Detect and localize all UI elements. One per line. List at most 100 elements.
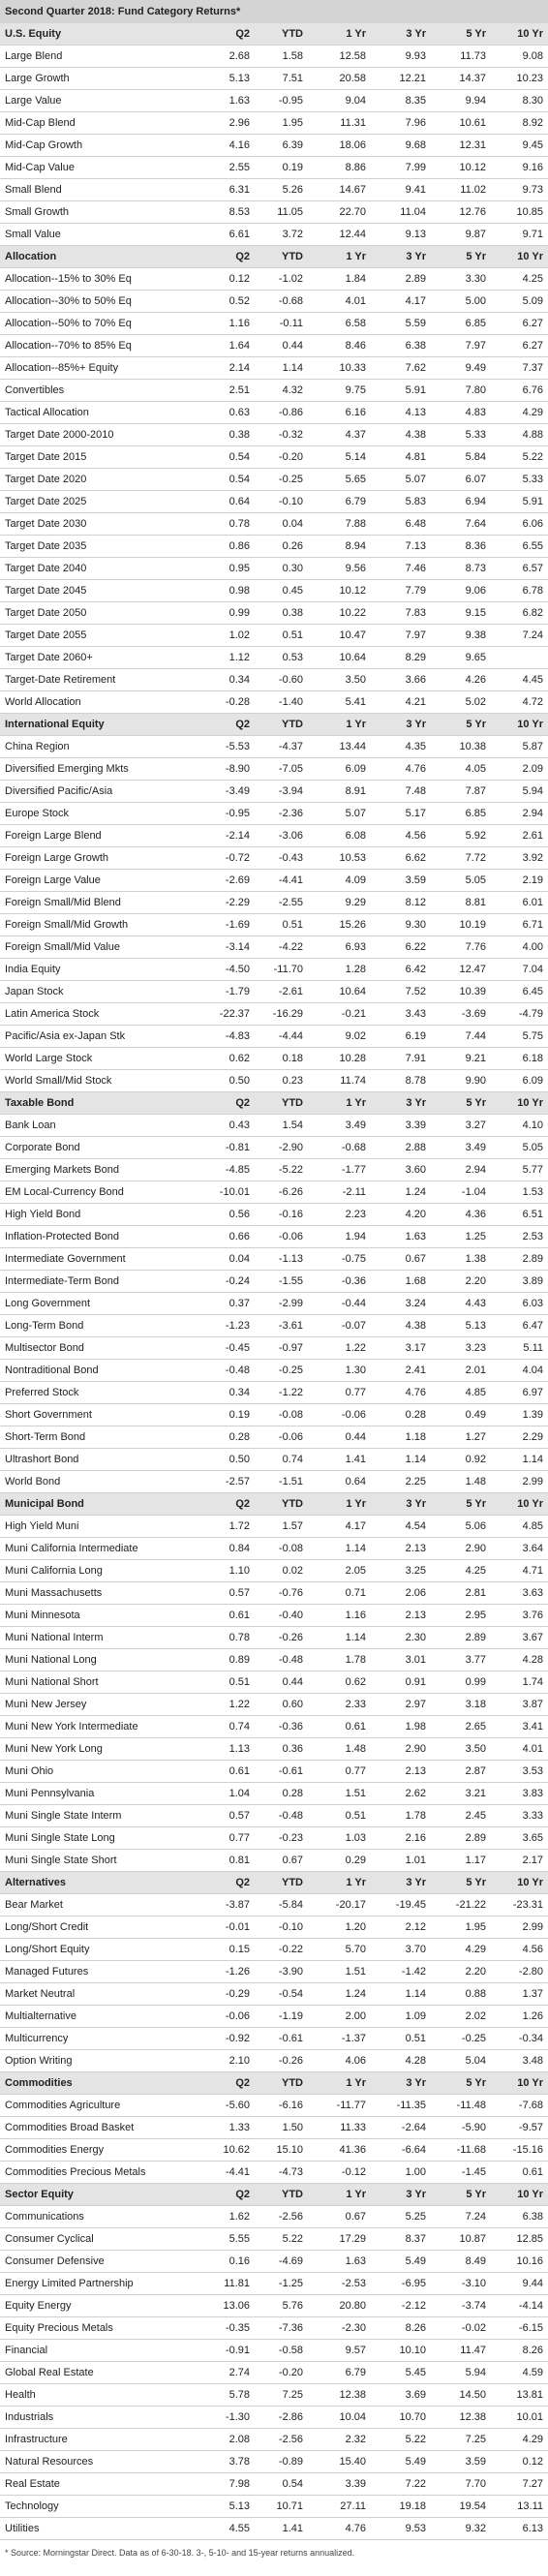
data-row: Japan Stock -1.79 -2.61 10.64 7.52 10.39 6.45 [0, 980, 548, 1003]
return-cell: 13.44 [308, 735, 371, 758]
return-cell: 2.12 [371, 1916, 431, 1939]
return-cell: 5.07 [371, 468, 431, 491]
return-cell: 7.83 [371, 601, 431, 625]
return-cell: 11.31 [308, 111, 371, 135]
category-name: Target Date 2040 [0, 557, 201, 580]
return-cell: -19.45 [371, 1893, 431, 1917]
data-row: Target-Date Retirement 0.34 -0.60 3.50 3.66 4… [0, 668, 548, 691]
return-cell: 7.62 [371, 356, 431, 380]
return-cell: -3.69 [431, 1002, 491, 1026]
return-cell: 12.44 [308, 223, 371, 246]
return-cell: -0.07 [308, 1314, 371, 1337]
return-cell: -0.06 [201, 2005, 255, 2028]
return-cell: 5.78 [201, 2383, 255, 2407]
data-row: Muni National Long 0.89 -0.48 1.78 3.01 3.77 4… [0, 1648, 548, 1671]
data-row: Muni Pennsylvania 1.04 0.28 1.51 2.62 3.21 3.8… [0, 1782, 548, 1805]
data-row: Commodities Energy 10.62 15.10 41.36 -6.64 -1… [0, 2138, 548, 2162]
data-row: Preferred Stock 0.34 -1.22 0.77 4.76 4.85 6.97 [0, 1381, 548, 1404]
category-name: EM Local-Currency Bond [0, 1181, 201, 1204]
return-cell: -0.26 [255, 1626, 308, 1649]
category-name: Muni Massachusetts [0, 1581, 201, 1605]
return-cell: 1.17 [431, 1849, 491, 1872]
return-cell: 8.36 [431, 535, 491, 558]
return-cell: -11.35 [371, 2094, 431, 2117]
category-name: Muni New Jersey [0, 1693, 201, 1716]
return-cell: -1.42 [371, 1960, 431, 1983]
return-cell: 0.43 [201, 1114, 255, 1137]
return-cell: 1.00 [371, 2161, 431, 2184]
return-cell: -7.68 [491, 2094, 548, 2117]
return-cell: 18.06 [308, 134, 371, 157]
return-cell: 0.95 [201, 557, 255, 580]
return-cell: 41.36 [308, 2138, 371, 2162]
return-cell: 3.70 [371, 1938, 431, 1961]
return-cell: 6.01 [491, 891, 548, 914]
return-cell: 8.12 [371, 891, 431, 914]
return-cell: 1.14 [371, 1982, 431, 2006]
return-cell: -1.26 [201, 1960, 255, 1983]
data-row: Tactical Allocation 0.63 -0.86 6.16 4.13 4.83… [0, 401, 548, 424]
return-cell: 2.20 [431, 1960, 491, 1983]
return-cell: 7.99 [371, 156, 431, 179]
return-cell: 7.72 [431, 846, 491, 870]
return-cell: 2.81 [431, 1581, 491, 1605]
return-cell: -4.41 [255, 869, 308, 892]
return-cell: 8.73 [431, 557, 491, 580]
column-header: YTD [255, 23, 308, 46]
return-cell: 2.13 [371, 1760, 431, 1783]
return-cell: 20.80 [308, 2294, 371, 2317]
return-cell: 1.72 [201, 1515, 255, 1538]
return-cell: 6.85 [431, 312, 491, 335]
data-row: Communications 1.62 -2.56 0.67 5.25 7.24 6.38 [0, 2205, 548, 2228]
data-row: Utilities 4.55 1.41 4.76 9.53 9.32 6.13 [0, 2517, 548, 2540]
return-cell: -0.68 [308, 1136, 371, 1159]
return-cell: 8.53 [201, 200, 255, 224]
category-name: Ultrashort Bond [0, 1448, 201, 1471]
return-cell: 7.88 [308, 512, 371, 536]
data-row: Europe Stock -0.95 -2.36 5.07 5.17 6.85 2.94 [0, 802, 548, 825]
return-cell: 0.44 [255, 1671, 308, 1694]
return-cell: 11.04 [371, 200, 431, 224]
return-cell: 10.85 [491, 200, 548, 224]
return-cell: 9.06 [431, 579, 491, 602]
return-cell: 3.41 [491, 1715, 548, 1738]
return-cell: 1.57 [255, 1515, 308, 1538]
return-cell: -0.61 [255, 1760, 308, 1783]
return-cell: 6.27 [491, 334, 548, 357]
category-name: Large Blend [0, 45, 201, 68]
return-cell: 7.64 [431, 512, 491, 536]
return-cell: 5.70 [308, 1938, 371, 1961]
return-cell: 11.33 [308, 2116, 371, 2139]
category-name: Foreign Small/Mid Growth [0, 913, 201, 936]
section-name: U.S. Equity [0, 23, 201, 46]
return-cell: -0.92 [201, 2027, 255, 2050]
return-cell: 6.76 [491, 379, 548, 402]
return-cell: 9.49 [431, 356, 491, 380]
return-cell: 9.41 [371, 178, 431, 201]
column-header: YTD [255, 2183, 308, 2206]
column-header: 5 Yr [431, 2183, 491, 2206]
return-cell: 6.51 [491, 1203, 548, 1226]
return-cell: -1.69 [201, 913, 255, 936]
return-cell: 5.92 [431, 824, 491, 847]
return-cell: -4.50 [201, 958, 255, 981]
return-cell: 0.74 [201, 1715, 255, 1738]
return-cell: 4.21 [371, 690, 431, 714]
data-row: Muni California Intermediate 0.84 -0.08 1.1… [0, 1537, 548, 1560]
return-cell: 3.60 [371, 1158, 431, 1181]
category-name: Real Estate [0, 2472, 201, 2496]
return-cell: 5.22 [371, 2428, 431, 2451]
category-name: Target Date 2050 [0, 601, 201, 625]
return-cell: 1.28 [308, 958, 371, 981]
return-cell: 5.33 [491, 468, 548, 491]
return-cell: 3.87 [491, 1693, 548, 1716]
return-cell: -5.84 [255, 1893, 308, 1917]
return-cell: 10.70 [371, 2406, 431, 2429]
return-cell: 5.59 [371, 312, 431, 335]
return-cell: -0.61 [255, 2027, 308, 2050]
return-cell: 1.24 [371, 1181, 431, 1204]
section-name: Municipal Bond [0, 1492, 201, 1516]
return-cell: 4.85 [431, 1381, 491, 1404]
return-cell: -4.41 [201, 2161, 255, 2184]
